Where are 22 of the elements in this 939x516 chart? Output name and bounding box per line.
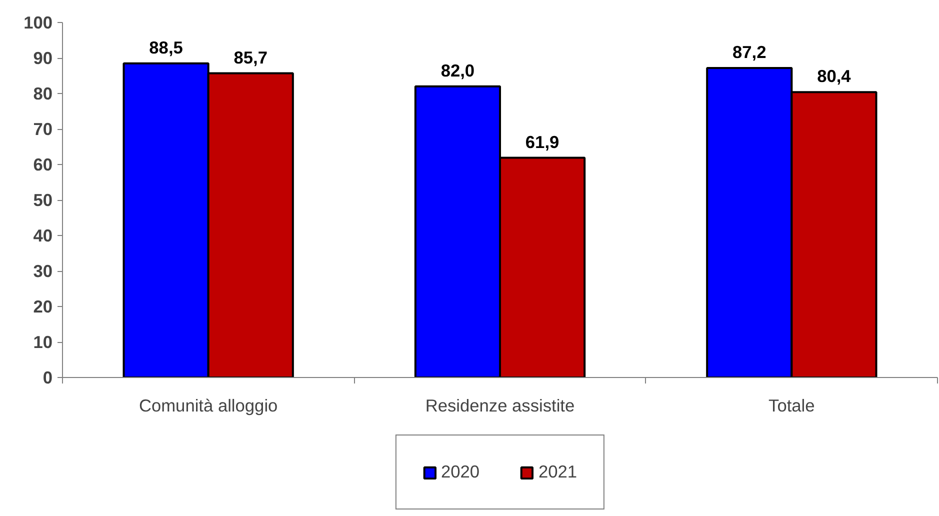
legend-label: 2020 [440,462,480,482]
data-label: 80,4 [817,66,852,86]
y-tick-label: 90 [33,48,53,68]
y-tick-label: 100 [24,12,53,32]
data-label: 61,9 [525,132,560,152]
y-tick-label: 20 [33,296,53,316]
data-label: 87,2 [732,42,766,62]
x-tick-label: Residenze assistite [425,396,575,416]
y-tick-label: 10 [33,332,53,352]
data-label: 88,5 [149,37,184,58]
y-tick-label: 40 [33,226,53,246]
y-tick-label: 50 [33,190,53,210]
x-tick-label: Totale [768,396,815,416]
x-tick-label: Comunità alloggio [138,396,278,416]
legend-label: 2021 [538,462,578,482]
data-label: 82,0 [440,60,475,80]
y-tick-label: 30 [33,261,53,281]
y-tick-label: 80 [33,84,53,104]
y-tick-label: 70 [33,119,53,139]
y-tick-label: 0 [42,368,53,388]
y-tick-label: 60 [33,154,53,174]
data-label: 85,7 [234,47,268,68]
